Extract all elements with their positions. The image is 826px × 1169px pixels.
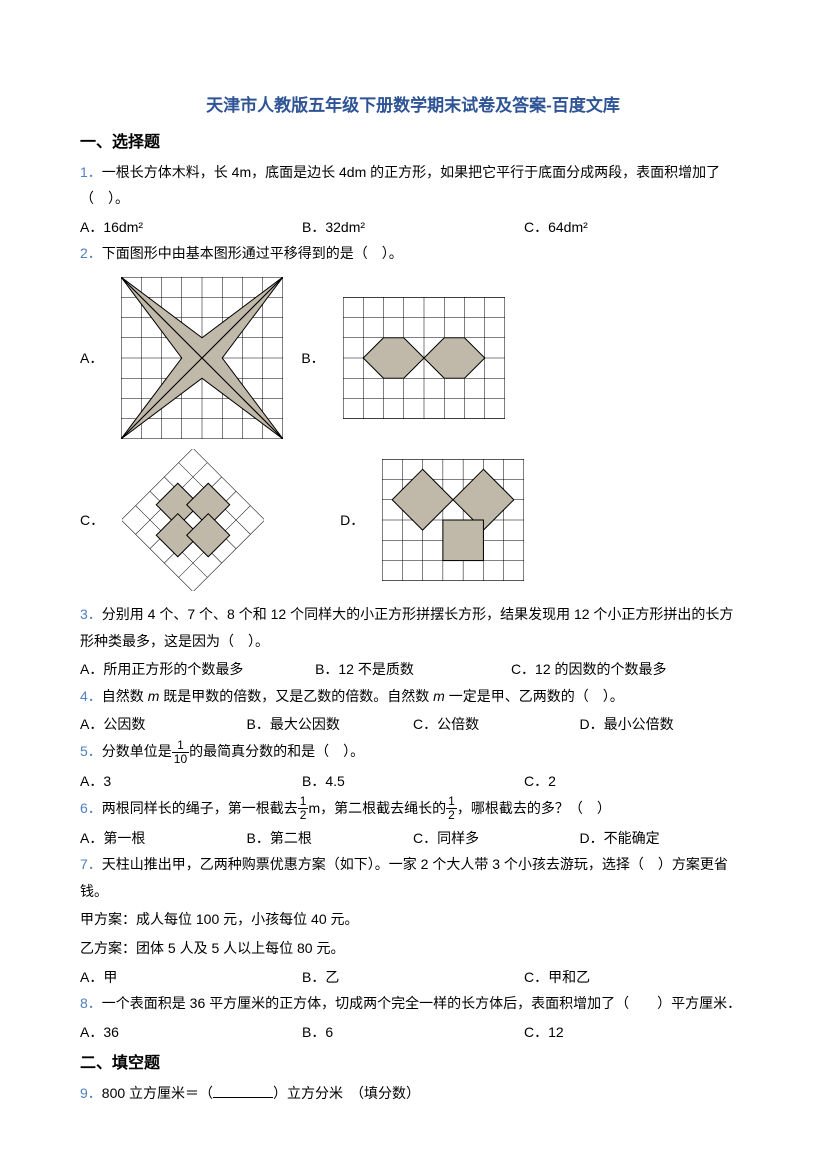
question-6: 6．两根同样长的绳子，第一根截去12m，第二根截去绳长的12，哪根截去的多？（ …: [80, 795, 746, 823]
figure-D-icon: [382, 459, 524, 581]
q5-optB: B．4.5: [302, 768, 524, 795]
q6-number: 6．: [80, 800, 102, 816]
q4-text-pre: 自然数: [102, 688, 148, 704]
section-fill-header: 二、填空题: [80, 1049, 746, 1079]
q1-options: A．16dm² B．32dm² C．64dm²: [80, 214, 746, 241]
question-2: 2．下面图形中由基本图形通过平移得到的是（ ）。: [80, 240, 746, 267]
q9-blank: [213, 1084, 273, 1098]
q1-optB: B．32dm²: [302, 214, 524, 241]
q7-optC: C．甲和乙: [524, 964, 746, 991]
q6-optD: D．不能确定: [580, 825, 747, 852]
question-5: 5．分数单位是110的最简真分数的和是（ ）。: [80, 738, 746, 766]
q3-text: 分别用 4 个、7 个、8 个和 12 个同样大的小正方形拼摆长方形，结果发现用…: [80, 606, 733, 649]
q7-number: 7．: [80, 856, 102, 872]
q8-optC: C．12: [524, 1019, 746, 1046]
q4-optC: C．公倍数: [413, 711, 580, 738]
q5-optC: C．2: [524, 768, 746, 795]
question-4: 4．自然数 m 既是甲数的倍数，又是乙数的倍数。自然数 m 一定是甲、乙两数的（…: [80, 683, 746, 710]
q3-number: 3．: [80, 606, 102, 622]
q6-text-post: ，哪根截去的多？（ ）: [457, 800, 611, 816]
q6-optB: B．第二根: [247, 825, 414, 852]
q6-optC: C．同样多: [413, 825, 580, 852]
q3-optA: A．所用正方形的个数最多: [80, 656, 315, 683]
q4-text-post: 一定是甲、乙两数的（ ）。: [445, 688, 624, 704]
q4-text-mid: 既是甲数的倍数，又是乙数的倍数。自然数: [159, 688, 433, 704]
q3-options: A．所用正方形的个数最多 B．12 不是质数 C．12 的因数的个数最多: [80, 656, 746, 683]
q7-options: A．甲 B．乙 C．甲和乙: [80, 964, 746, 991]
q4-optD: D．最小公倍数: [580, 711, 747, 738]
q2-labelD: D．: [340, 507, 364, 534]
q4-optB: B．最大公因数: [247, 711, 414, 738]
q4-var2: m: [433, 688, 445, 704]
q1-optC: C．64dm²: [524, 214, 746, 241]
q5-optA: A．3: [80, 768, 302, 795]
q2-labelB: B．: [301, 345, 324, 372]
q4-options: A．公因数 B．最大公因数 C．公倍数 D．最小公倍数: [80, 711, 746, 738]
q4-var1: m: [148, 688, 160, 704]
q2-number: 2．: [80, 245, 102, 261]
q6-options: A．第一根 B．第二根 C．同样多 D．不能确定: [80, 825, 746, 852]
q5-fraction: 110: [172, 739, 189, 766]
q3-optC: C．12 的因数的个数最多: [511, 656, 746, 683]
question-7: 7．天柱山推出甲，乙两种购票优惠方案（如下）。一家 2 个大人带 3 个小孩去游…: [80, 851, 746, 904]
q7-optA: A．甲: [80, 964, 302, 991]
q6-optA: A．第一根: [80, 825, 247, 852]
q7-planA: 甲方案：成人每位 100 元，小孩每位 40 元。: [80, 906, 746, 933]
q7-text: 天柱山推出甲，乙两种购票优惠方案（如下）。一家 2 个大人带 3 个小孩去游玩，…: [80, 856, 728, 899]
q8-options: A．36 B．6 C．12: [80, 1019, 746, 1046]
q4-number: 4．: [80, 688, 102, 704]
q2-labelA: A．: [80, 345, 103, 372]
q7-optB: B．乙: [302, 964, 524, 991]
q8-text: 一个表面积是 36 平方厘米的正方体，切成两个完全一样的长方体后，表面积增加了（…: [102, 995, 741, 1011]
q3-optB: B．12 不是质数: [315, 656, 511, 683]
document-title: 天津市人教版五年级下册数学期末试卷及答案-百度文库: [80, 90, 746, 122]
q5-options: A．3 B．4.5 C．2: [80, 768, 746, 795]
q6-fraction2: 12: [446, 795, 457, 822]
q2-text: 下面图形中由基本图形通过平移得到的是（ ）。: [102, 245, 403, 261]
q5-number: 5．: [80, 743, 102, 759]
q2-row1: A． B．: [80, 277, 746, 439]
q6-fraction1: 12: [298, 795, 309, 822]
section-choice-header: 一、选择题: [80, 128, 746, 158]
q9-text-pre: 800 立方厘米＝（: [102, 1085, 213, 1101]
q8-optA: A．36: [80, 1019, 302, 1046]
q6-text-pre: 两根同样长的绳子，第一根截去: [102, 800, 298, 816]
q7-planB: 乙方案：团体 5 人及 5 人以上每位 80 元。: [80, 935, 746, 962]
q6-text-mid: m，第二根截去绳长的: [308, 800, 446, 816]
q1-text: 一根长方体木料，长 4m，底面是边长 4dm 的正方形，如果把它平行于底面分成两…: [80, 164, 720, 207]
q1-optA: A．16dm²: [80, 214, 302, 241]
q2-row2: C． D．: [80, 449, 746, 591]
question-8: 8．一个表面积是 36 平方厘米的正方体，切成两个完全一样的长方体后，表面积增加…: [80, 990, 746, 1017]
figure-C-icon: [122, 449, 264, 591]
q9-text-post: ）立方分米 （填分数）: [273, 1085, 420, 1101]
q5-text-post: 的最简真分数的和是（ ）。: [189, 743, 364, 759]
q1-number: 1．: [80, 164, 102, 180]
q2-labelC: C．: [80, 507, 104, 534]
q9-number: 9．: [80, 1085, 102, 1101]
q8-number: 8．: [80, 995, 102, 1011]
q8-optB: B．6: [302, 1019, 524, 1046]
figure-A-icon: [121, 277, 283, 439]
question-3: 3．分别用 4 个、7 个、8 个和 12 个同样大的小正方形拼摆长方形，结果发…: [80, 601, 746, 654]
figure-B-icon: [343, 297, 505, 419]
question-9: 9．800 立方厘米＝（ ）立方分米 （填分数）: [80, 1080, 746, 1107]
q4-optA: A．公因数: [80, 711, 247, 738]
question-1: 1．一根长方体木料，长 4m，底面是边长 4dm 的正方形，如果把它平行于底面分…: [80, 159, 746, 212]
q5-text-pre: 分数单位是: [102, 743, 172, 759]
